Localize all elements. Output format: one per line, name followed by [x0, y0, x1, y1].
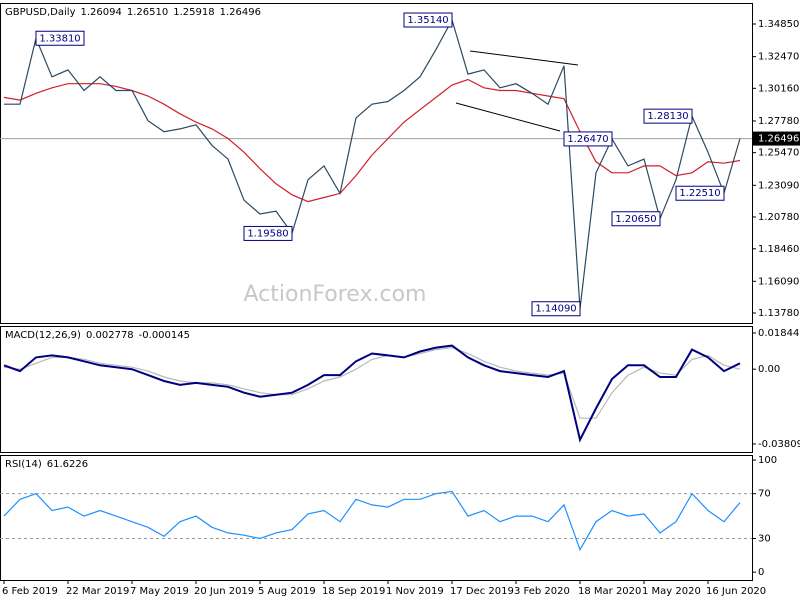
annotation-box	[563, 131, 613, 147]
panel-title: GBPUSD,Daily	[5, 7, 76, 18]
annotation-label: 1.20650	[615, 214, 656, 225]
x-tick-label: 20 Jun 2019	[194, 586, 254, 597]
x-tick-label: 17 Dec 2019	[450, 586, 514, 597]
series-line	[3, 490, 741, 552]
annotation-label: 1.14090	[535, 304, 576, 315]
annotation-box	[403, 12, 453, 28]
y-tick-label: 1.13780	[758, 308, 799, 319]
watermark: ActionForex.com	[244, 282, 427, 307]
panel-header: MACD(12,26,9) 0.002778 -0.000145	[5, 330, 190, 341]
header-value: 61.6226	[47, 459, 88, 470]
x-tick-label: 6 Feb 2019	[2, 586, 58, 597]
panel-header: GBPUSD,Daily 1.26094 1.26510 1.25918 1.26496	[5, 7, 261, 18]
header-value: -0.000145	[139, 330, 190, 341]
trend-line	[455, 102, 561, 132]
panel-frame	[0, 3, 753, 324]
y-tick-label: 1.32470	[758, 52, 799, 63]
panel-frame	[0, 455, 753, 581]
price-label: 1.26496	[758, 134, 799, 145]
y-tick-label: 100	[758, 455, 777, 466]
annotation-box	[531, 301, 581, 317]
header-value: 1.26510	[127, 7, 168, 18]
series-line	[4, 18, 741, 309]
y-tick-label: 1.34850	[758, 19, 799, 30]
price-box	[753, 131, 800, 146]
trend-line	[469, 50, 579, 66]
x-tick-label: 5 Aug 2019	[258, 586, 316, 597]
x-tick-label: 16 Jun 2020	[706, 586, 766, 597]
panel-header: RSI(14) 61.6226	[5, 459, 88, 470]
header-value: 1.25918	[173, 7, 214, 18]
y-tick-label: 0	[758, 567, 764, 578]
annotation-label: 1.26470	[567, 134, 608, 145]
series-line	[3, 344, 741, 443]
panel-title: RSI(14)	[5, 459, 42, 470]
annotation-box	[675, 185, 725, 201]
y-tick-label: 1.20780	[758, 212, 799, 223]
annotation-label: 1.33810	[39, 33, 80, 44]
y-tick-label: 1.23090	[758, 180, 799, 191]
series-line	[3, 346, 741, 419]
annotation-label: 1.22510	[679, 188, 720, 199]
y-tick-label: 1.18460	[758, 244, 799, 255]
annotation-box	[243, 225, 293, 241]
annotation-label: 1.19580	[247, 228, 288, 239]
panel-frame	[0, 326, 753, 453]
x-tick-label: 1 May 2020	[642, 586, 701, 597]
y-tick-label: 1.27780	[758, 116, 799, 127]
annotation-box	[35, 30, 85, 46]
x-tick-label: 3 Feb 2020	[514, 586, 570, 597]
y-tick-label: 0.018442	[758, 328, 800, 339]
annotation-box	[611, 211, 661, 227]
x-tick-label: 18 Sep 2019	[322, 586, 385, 597]
header-value: 1.26496	[220, 7, 261, 18]
x-tick-label: 1 Nov 2019	[386, 586, 444, 597]
series-line	[3, 78, 741, 203]
panel-title: MACD(12,26,9)	[5, 330, 81, 341]
y-tick-label: 0.00	[758, 364, 780, 375]
annotation-label: 1.35140	[407, 15, 448, 26]
y-tick-label: -0.038095	[758, 439, 800, 450]
annotation-label: 1.28130	[647, 111, 688, 122]
x-tick-label: 22 Mar 2019	[66, 586, 129, 597]
header-value: 1.26094	[81, 7, 122, 18]
annotation-box	[643, 108, 693, 124]
y-tick-label: 1.25470	[758, 148, 799, 159]
x-tick-label: 18 Mar 2020	[578, 586, 641, 597]
x-tick-label: 7 May 2019	[130, 586, 189, 597]
y-tick-label: 1.16090	[758, 276, 799, 287]
y-tick-label: 1.30160	[758, 83, 799, 94]
y-tick-label: 70	[758, 489, 771, 500]
header-value: 0.002778	[86, 330, 134, 341]
y-tick-label: 30	[758, 534, 771, 545]
